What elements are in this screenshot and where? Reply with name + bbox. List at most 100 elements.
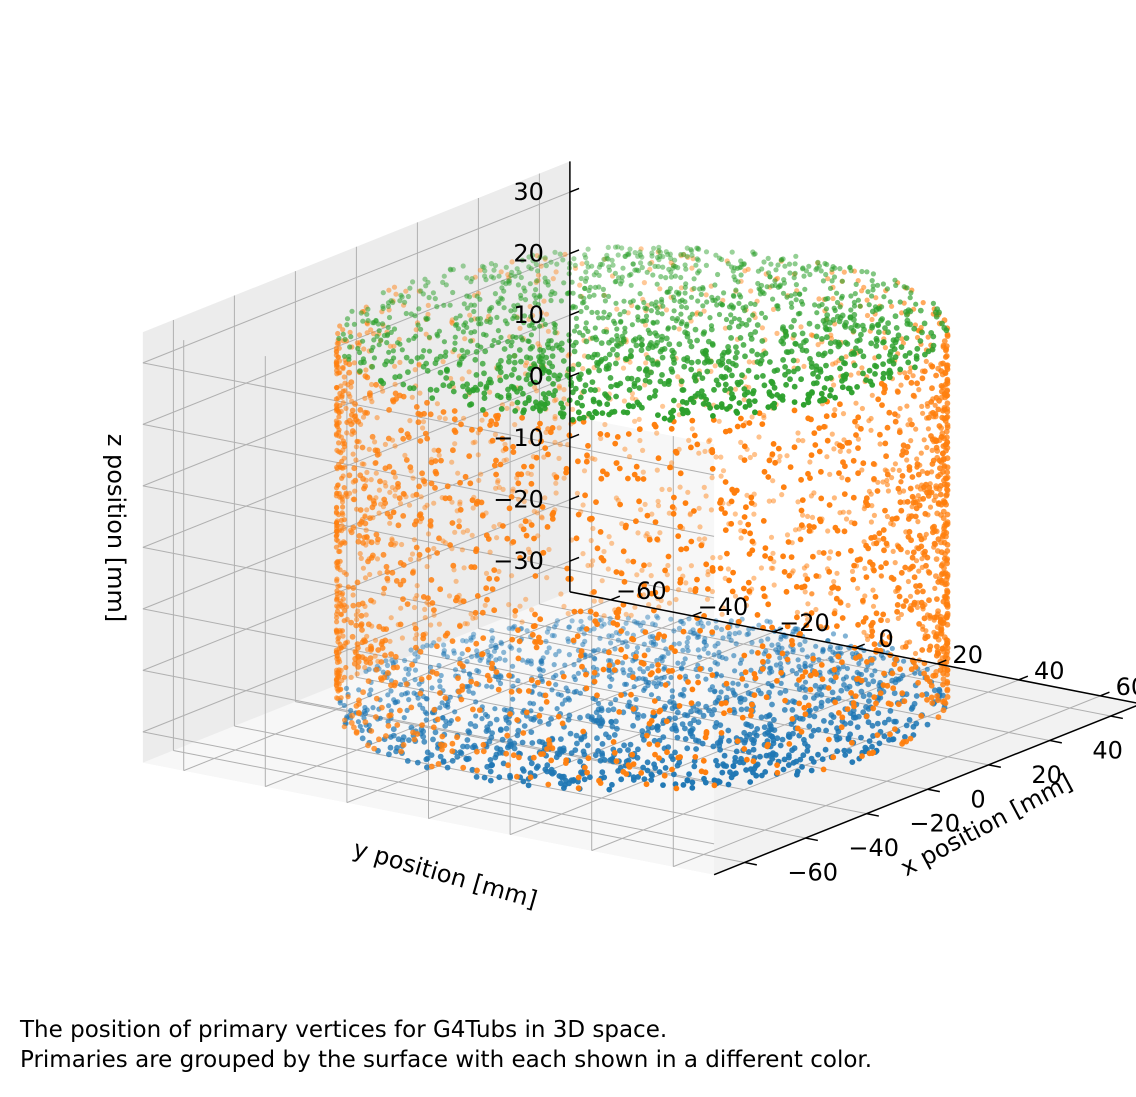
point-side bbox=[738, 535, 744, 541]
point-side bbox=[338, 612, 344, 618]
point-side bbox=[751, 671, 758, 677]
point-top bbox=[481, 264, 487, 270]
point-side bbox=[484, 672, 491, 679]
point-top bbox=[551, 321, 557, 327]
point-side bbox=[935, 406, 942, 413]
point-bottom bbox=[680, 620, 686, 627]
point-side bbox=[354, 579, 361, 586]
point-side bbox=[421, 478, 427, 485]
point-side bbox=[720, 468, 727, 474]
point-side bbox=[378, 676, 385, 683]
point-bottom bbox=[544, 649, 550, 655]
point-side bbox=[359, 627, 365, 633]
point-side bbox=[453, 578, 459, 584]
point-bottom bbox=[467, 721, 474, 727]
point-top bbox=[668, 269, 674, 275]
point-side bbox=[416, 556, 422, 562]
point-top bbox=[668, 274, 675, 280]
point-side bbox=[672, 648, 678, 655]
point-side bbox=[909, 474, 916, 480]
point-bottom bbox=[779, 645, 785, 651]
point-bottom bbox=[758, 714, 765, 721]
point-side bbox=[360, 540, 367, 546]
point-bottom bbox=[834, 748, 841, 755]
point-side bbox=[879, 639, 885, 645]
point-side bbox=[352, 477, 359, 484]
point-side bbox=[457, 506, 464, 513]
point-bottom bbox=[551, 662, 557, 668]
point-side bbox=[498, 269, 504, 275]
point-side bbox=[777, 453, 783, 459]
point-side bbox=[383, 483, 389, 489]
point-side bbox=[683, 545, 690, 552]
point-bottom bbox=[606, 633, 612, 639]
point-side bbox=[343, 640, 349, 646]
point-side bbox=[885, 617, 891, 624]
point-top bbox=[584, 305, 590, 311]
point-side bbox=[744, 492, 750, 498]
point-side bbox=[539, 514, 545, 520]
point-top bbox=[594, 309, 600, 316]
point-top bbox=[693, 262, 699, 268]
point-side bbox=[837, 401, 843, 408]
point-side bbox=[912, 513, 919, 520]
point-bottom bbox=[524, 628, 530, 634]
point-side bbox=[431, 545, 437, 552]
gridline-y-floor bbox=[673, 695, 1101, 868]
point-bottom bbox=[717, 746, 723, 753]
point-bottom bbox=[451, 648, 457, 654]
point-side bbox=[558, 591, 564, 597]
point-top bbox=[416, 306, 422, 312]
point-top bbox=[475, 342, 481, 348]
point-side bbox=[933, 394, 940, 401]
point-bottom bbox=[746, 731, 753, 738]
point-side bbox=[666, 510, 672, 516]
point-bottom bbox=[616, 747, 623, 754]
point-side bbox=[553, 474, 560, 480]
point-side bbox=[643, 360, 649, 366]
point-top bbox=[569, 279, 575, 285]
point-bottom bbox=[876, 740, 883, 747]
point-side bbox=[404, 431, 411, 437]
point-bottom bbox=[464, 737, 471, 743]
point-side bbox=[335, 636, 341, 642]
point-top bbox=[501, 305, 507, 311]
point-bottom bbox=[684, 777, 691, 784]
point-top bbox=[405, 293, 411, 300]
point-side bbox=[422, 615, 428, 621]
point-top bbox=[865, 289, 871, 295]
point-top bbox=[589, 414, 596, 421]
point-side bbox=[479, 417, 485, 423]
point-side bbox=[399, 541, 405, 548]
point-side bbox=[914, 589, 921, 595]
point-top bbox=[930, 300, 937, 306]
point-side bbox=[407, 464, 414, 471]
point-top bbox=[621, 298, 627, 304]
point-side bbox=[544, 524, 551, 530]
point-side bbox=[346, 361, 353, 368]
point-side bbox=[431, 447, 437, 453]
point-top bbox=[492, 291, 498, 297]
point-top bbox=[721, 290, 727, 296]
point-side bbox=[770, 498, 777, 504]
point-bottom bbox=[579, 626, 585, 632]
point-top bbox=[644, 269, 650, 275]
point-side bbox=[761, 415, 767, 421]
point-top bbox=[425, 279, 431, 285]
point-top bbox=[480, 407, 486, 413]
point-side bbox=[520, 730, 527, 736]
point-top bbox=[829, 278, 835, 284]
point-top bbox=[496, 273, 502, 279]
point-bottom bbox=[630, 774, 637, 781]
point-side bbox=[337, 370, 343, 376]
point-side bbox=[774, 678, 780, 684]
point-top bbox=[670, 265, 676, 271]
point-side bbox=[510, 539, 517, 545]
point-side bbox=[688, 444, 694, 451]
point-bottom bbox=[680, 782, 687, 788]
point-side bbox=[394, 722, 401, 728]
point-side bbox=[770, 306, 777, 312]
point-bottom bbox=[732, 691, 738, 698]
point-bottom bbox=[510, 624, 516, 630]
point-top bbox=[571, 328, 578, 334]
